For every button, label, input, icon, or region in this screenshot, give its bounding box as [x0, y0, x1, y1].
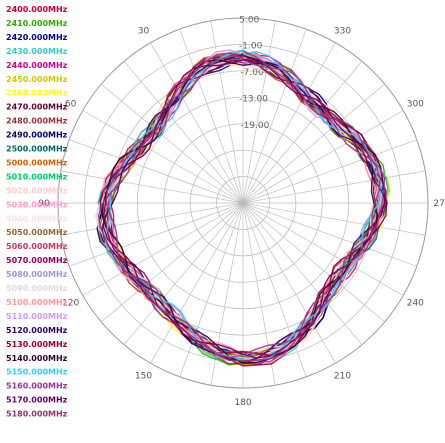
legend-entry: 2450.000MHz [6, 75, 68, 84]
legend-entry: 5020.000MHz [6, 186, 68, 195]
legend-entry: 5170.000MHz [6, 396, 68, 405]
legend-entry: 5140.000MHz [6, 354, 68, 363]
radial-tick-label: -19.00 [240, 121, 269, 131]
grid-spoke [101, 202, 244, 323]
grid-spoke [60, 202, 244, 236]
angle-tick-label: 120 [62, 299, 79, 309]
legend-entry: 5060.000MHz [6, 242, 68, 251]
legend: 2400.000MHz 2410.000MHz 2420.000MHz 2430.00… [6, 5, 68, 419]
radial-tick-label: -7.00 [240, 68, 264, 78]
legend-entry: 5080.000MHz [6, 270, 68, 279]
radial-tick-label: -13.00 [239, 94, 268, 104]
legend-entry: 2490.000MHz [6, 131, 68, 140]
grid-spoke [82, 110, 244, 204]
angle-tick-label: 150 [135, 371, 152, 381]
radial-tick-label: 5.00 [239, 15, 259, 25]
grid-spoke [242, 42, 336, 204]
angle-tick-label: 330 [334, 27, 351, 37]
legend-entry: 5110.000MHz [6, 312, 68, 321]
grid-spoke [179, 29, 244, 204]
angle-tick-label: 90 [38, 199, 50, 209]
legend-entry: 2400.000MHz [6, 5, 68, 14]
legend-entry: 5000.000MHz [6, 158, 68, 167]
legend-entry: 5160.000MHz [6, 382, 68, 391]
series-line [105, 50, 381, 362]
grid-spoke [242, 139, 417, 204]
legend-entry: 2410.000MHz [6, 19, 68, 28]
grid-spoke [242, 110, 404, 204]
grid-spoke [82, 202, 244, 296]
legend-entry: 5120.000MHz [6, 326, 68, 335]
legend-entry: 5010.000MHz [6, 172, 68, 181]
grid-spoke [123, 61, 244, 204]
grid-spoke [69, 139, 244, 204]
angle-tick-label: 300 [407, 100, 424, 110]
angle-tick-label: 30 [138, 27, 150, 37]
series-line [101, 54, 378, 364]
grid-spoke [242, 202, 385, 323]
grid-spoke [179, 202, 244, 377]
grid-spoke [242, 202, 417, 267]
grid-spoke [150, 42, 244, 204]
grid-spoke [150, 202, 244, 364]
angle-tick-label: 180 [234, 398, 251, 408]
legend-entry: 2430.000MHz [6, 47, 68, 56]
grid-spoke [242, 202, 363, 345]
legend-entry: 2470.000MHz [6, 103, 68, 112]
grid-spoke [242, 202, 336, 364]
grid-spoke [60, 170, 244, 204]
legend-entry: 5070.000MHz [6, 256, 68, 265]
legend-entry: 5090.000MHz [6, 284, 68, 293]
grid-spoke [242, 83, 385, 204]
legend-entry: 5130.000MHz [6, 340, 68, 349]
legend-entry: 5100.000MHz [6, 298, 68, 307]
angle-tick-label: 60 [65, 100, 77, 110]
legend-entry: 5050.000MHz [6, 228, 68, 237]
series-line [102, 58, 388, 359]
series-line [97, 49, 378, 358]
series-group [94, 49, 391, 367]
grid-spoke [242, 61, 363, 204]
grid-spoke [242, 29, 307, 204]
legend-entry: 5030.000MHz [6, 200, 68, 209]
legend-entry: 5180.000MHz [6, 410, 68, 419]
legend-entry: 2500.000MHz [6, 145, 68, 154]
grid-spoke [101, 83, 244, 204]
legend-entry: 5040.000MHz [6, 214, 68, 223]
angle-tick-label: 240 [407, 299, 424, 309]
angle-tick-label: 270 [433, 199, 445, 209]
legend-entry: 2480.000MHz [6, 117, 68, 126]
grid-spoke [210, 20, 244, 204]
legend-entry: 2420.000MHz [6, 33, 68, 42]
legend-entry: 2460.000MHz [6, 89, 68, 98]
angle-tick-label: 210 [334, 371, 351, 381]
legend-entry: 5150.000MHz [6, 368, 68, 377]
radial-tick-label: -1.00 [239, 42, 263, 52]
grid-spoke [69, 202, 244, 267]
grid-spoke [242, 202, 404, 296]
legend-entry: 2440.000MHz [6, 61, 68, 70]
grid-spoke [242, 20, 276, 204]
grid-spoke [242, 202, 426, 236]
grid-spoke [123, 202, 244, 345]
polar-grid [57, 17, 429, 389]
grid-spoke [242, 170, 426, 204]
